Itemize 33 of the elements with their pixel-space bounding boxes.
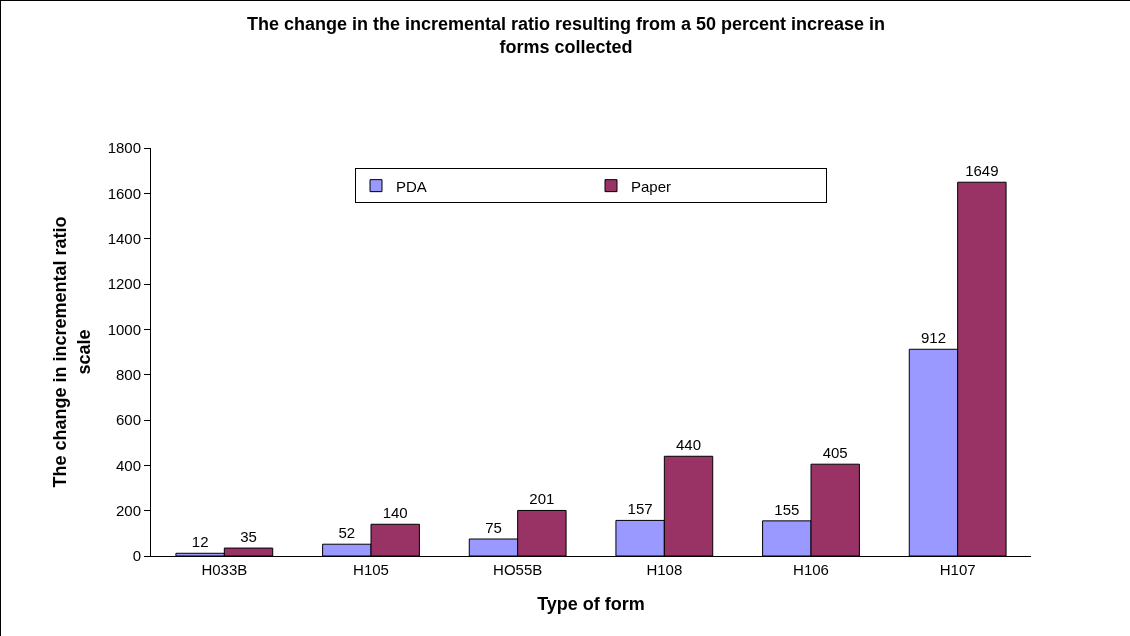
data-label: 912 xyxy=(920,329,946,347)
legend-label: PDA xyxy=(396,177,427,195)
data-label: 75 xyxy=(485,519,502,536)
data-label: 35 xyxy=(240,528,257,546)
y-tick-label: 400 xyxy=(115,456,141,474)
y-tick-label: 0 xyxy=(132,547,141,565)
y-tick-label: 1000 xyxy=(107,320,141,338)
data-label: 405 xyxy=(822,444,848,462)
data-label: 1649 xyxy=(965,162,999,180)
y-tick-label: 600 xyxy=(115,411,141,429)
y-tick-label: 200 xyxy=(115,501,141,519)
y-axis-title: The change in incremental ratio scale xyxy=(50,216,94,488)
y-tick-label: 1800 xyxy=(107,139,141,157)
data-label: 140 xyxy=(382,504,408,522)
data-label: 155 xyxy=(774,500,800,518)
x-axis-title: Type of form xyxy=(537,594,645,615)
data-label: 440 xyxy=(676,436,702,454)
x-tick-label: HO55B xyxy=(493,561,543,578)
x-tick-label: H105 xyxy=(353,561,389,578)
data-label: 52 xyxy=(338,524,356,542)
data-label: 201 xyxy=(529,490,555,508)
x-tick-label: H033B xyxy=(201,561,248,578)
y-tick-label: 800 xyxy=(115,365,141,383)
data-label: 12 xyxy=(191,533,209,551)
x-tick-label: H108 xyxy=(646,561,683,578)
y-tick-label: 1200 xyxy=(107,275,141,293)
legend-label: Paper xyxy=(631,177,672,195)
y-tick-label: 1600 xyxy=(107,184,141,202)
data-label: 157 xyxy=(627,500,653,518)
y-tick-label: 1400 xyxy=(107,229,141,247)
chart-title: The change in the incremental ratio resulting from a 50 percent increase in forms collected xyxy=(246,13,886,58)
x-tick-label: H106 xyxy=(793,561,829,578)
x-tick-label: H107 xyxy=(939,561,976,578)
